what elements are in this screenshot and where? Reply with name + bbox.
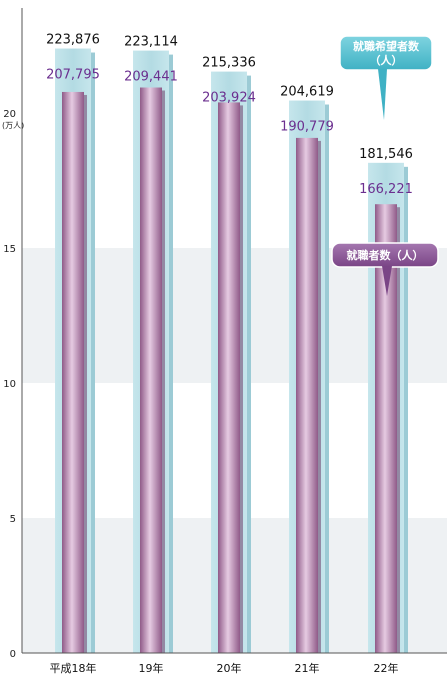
callout-applicants-line1: 就職希望者数 <box>353 39 420 53</box>
y-tick-label: 20 <box>3 109 16 120</box>
data-label-applicants: 215,336 <box>202 56 256 71</box>
data-label-employed: 207,795 <box>46 68 100 83</box>
data-label-applicants: 181,546 <box>359 147 413 162</box>
bars <box>55 48 408 654</box>
bar-employed <box>140 87 162 654</box>
data-label-applicants: 223,114 <box>124 35 178 50</box>
y-tick-label: 5 <box>10 514 16 525</box>
data-label-applicants: 204,619 <box>280 85 334 100</box>
callout-applicants-line2: （人） <box>370 53 403 67</box>
y-tick-label: 15 <box>3 244 16 255</box>
x-tick-label: 21年 <box>295 661 320 675</box>
value-labels: 223,876 207,795 223,114 209,441 215,336 203,9… <box>46 33 413 197</box>
x-axis: 平成18年 19年 20年 21年 22年 <box>22 652 447 675</box>
x-tick-label: 平成18年 <box>50 661 97 675</box>
bar-employed <box>375 204 397 653</box>
y-unit-label: (万人) <box>2 121 24 130</box>
data-label-employed: 203,924 <box>202 91 256 106</box>
bar-employed <box>218 102 240 653</box>
callout-employed-text: 就職者数（人） <box>347 248 424 262</box>
bar-employed <box>296 137 318 653</box>
legend-callout-employed: 就職者数（人） <box>331 242 439 296</box>
x-tick-label: 22年 <box>374 661 399 675</box>
x-tick-label: 19年 <box>139 661 164 675</box>
y-tick-label: 10 <box>3 379 16 390</box>
data-label-employed: 190,779 <box>280 120 334 135</box>
y-axis: (万人) 0 5 10 15 20 <box>2 8 24 660</box>
bar-employed <box>62 91 84 654</box>
data-label-employed: 166,221 <box>359 182 413 197</box>
legend-callout-applicants: 就職希望者数 （人） <box>339 35 433 120</box>
data-label-applicants: 223,876 <box>46 33 100 48</box>
y-tick-label: 0 <box>10 649 16 660</box>
x-tick-label: 20年 <box>217 661 242 675</box>
data-label-employed: 209,441 <box>124 70 178 85</box>
